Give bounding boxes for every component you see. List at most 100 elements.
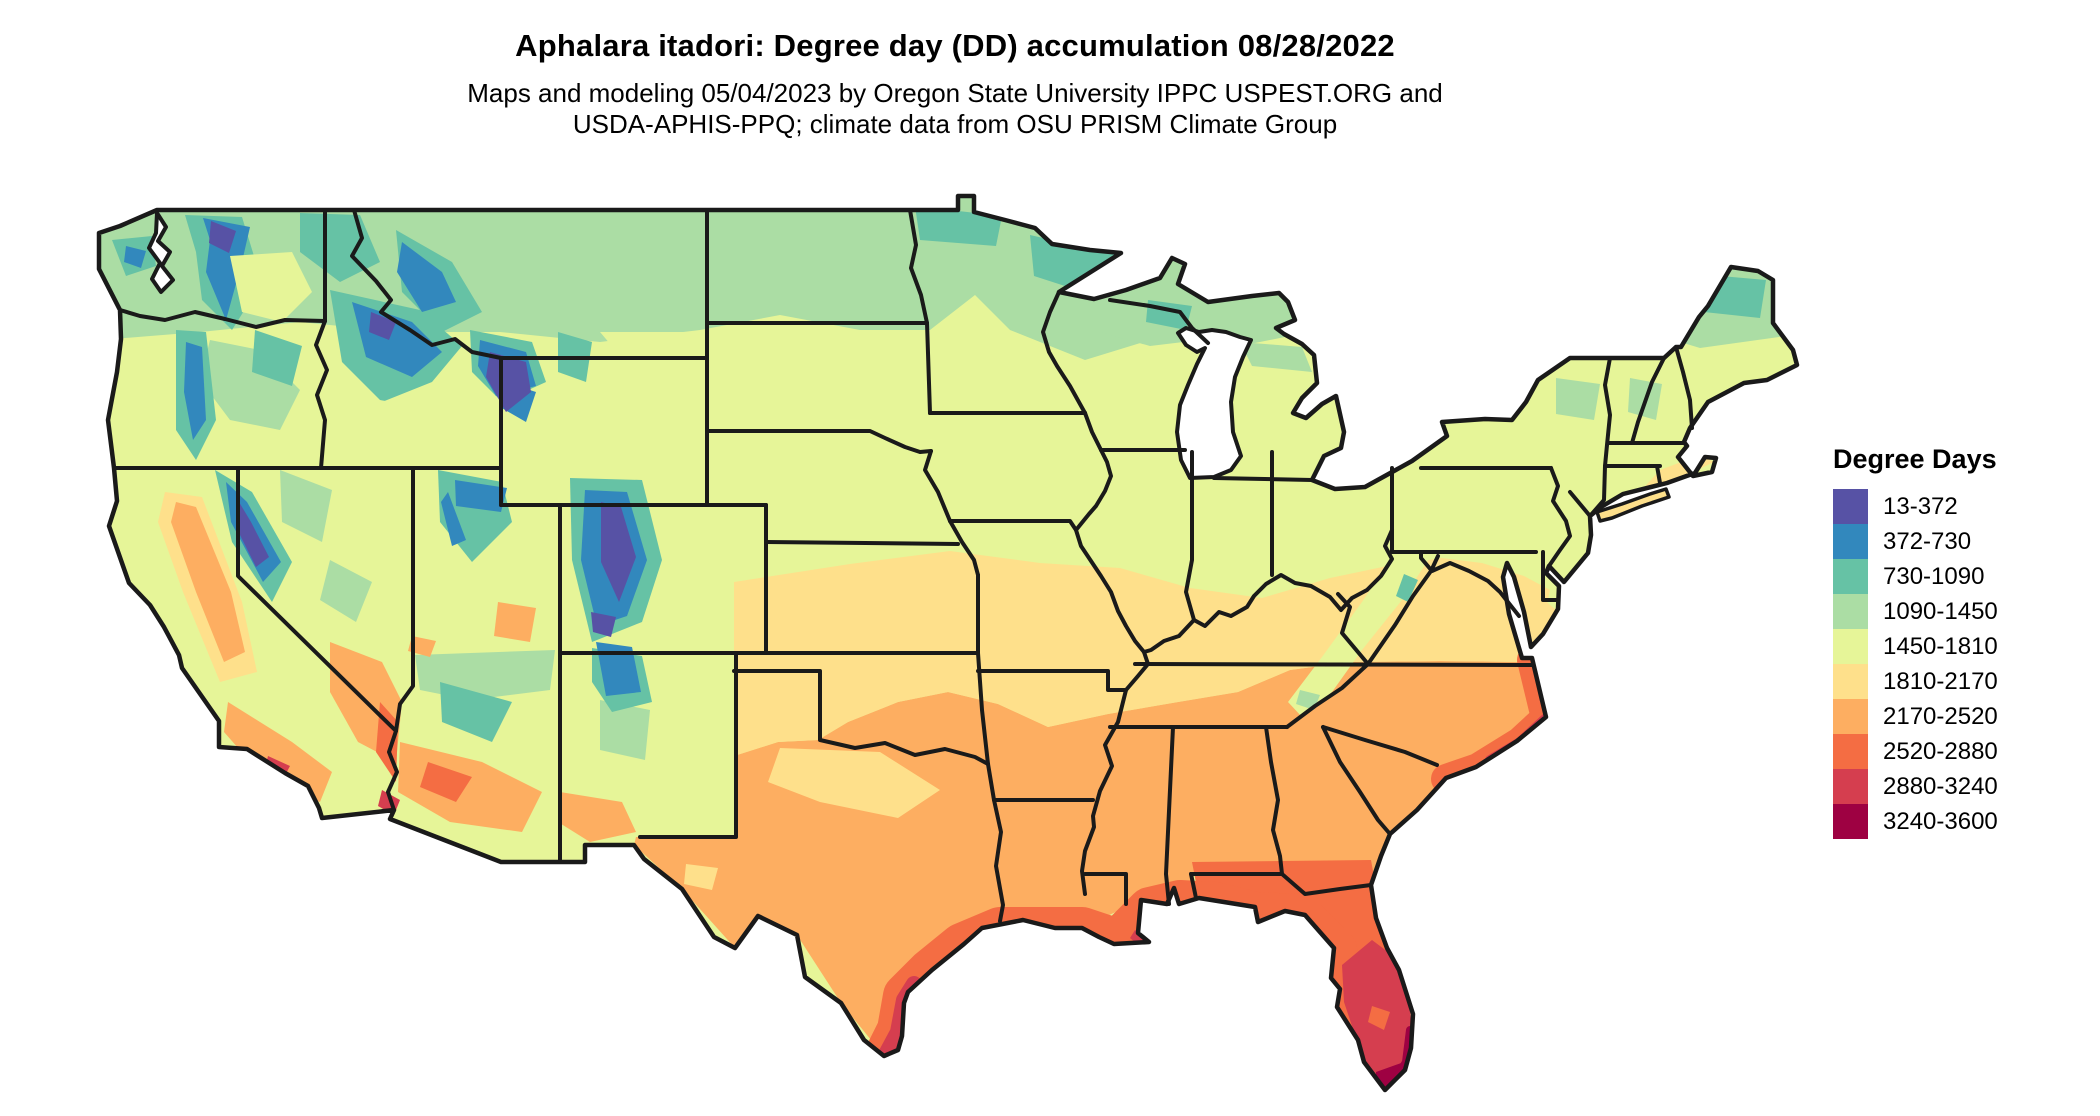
state-border-line bbox=[1285, 662, 1370, 729]
region-patch bbox=[397, 242, 456, 312]
state-border-line bbox=[1142, 528, 1394, 654]
state-border-line bbox=[1264, 725, 1284, 876]
figure-header: Aphalara itadori: Degree day (DD) accumu… bbox=[0, 0, 1910, 140]
region-patch bbox=[369, 312, 396, 340]
legend-label: 1090-1450 bbox=[1883, 597, 1998, 625]
state-border-line bbox=[1674, 345, 1694, 430]
region-patch bbox=[230, 252, 312, 322]
map-color-regions bbox=[99, 196, 1797, 1090]
state-border-line bbox=[1603, 464, 1662, 485]
legend-label: 3240-3600 bbox=[1883, 807, 1998, 835]
region-patch bbox=[915, 206, 1002, 246]
state-border-line bbox=[732, 669, 990, 766]
legend-swatch bbox=[1833, 769, 1868, 804]
state-border-line bbox=[1366, 554, 1440, 666]
state-border-line bbox=[1547, 466, 1572, 568]
legend-item: 2880-3240 bbox=[1833, 769, 2093, 804]
state-border-line bbox=[1083, 872, 1128, 906]
state-borders bbox=[112, 208, 1694, 923]
region-patch bbox=[330, 392, 472, 452]
legend-item: 1810-2170 bbox=[1833, 664, 2093, 699]
state-border-line bbox=[1390, 466, 1538, 554]
state-border-line bbox=[638, 651, 738, 839]
region-patch bbox=[684, 864, 718, 890]
legend-label: 730-1090 bbox=[1883, 562, 1985, 590]
region-patch bbox=[1288, 520, 1440, 717]
region-patch bbox=[768, 748, 940, 818]
region-patch bbox=[591, 612, 616, 637]
region-patch bbox=[486, 352, 531, 412]
region-patch bbox=[200, 340, 300, 430]
legend-swatch bbox=[1833, 664, 1868, 699]
state-border-line bbox=[236, 466, 399, 812]
state-border-line bbox=[1189, 872, 1198, 900]
region-patch bbox=[320, 560, 372, 622]
legend-label: 2520-2880 bbox=[1883, 737, 1998, 765]
state-border-line bbox=[908, 208, 929, 325]
state-border-line bbox=[1630, 356, 1666, 445]
legend-title: Degree Days bbox=[1833, 444, 1997, 474]
state-border-line bbox=[925, 321, 932, 415]
legend-item: 2170-2520 bbox=[1833, 699, 2093, 734]
state-border-line bbox=[976, 669, 1128, 692]
state-border-line bbox=[1568, 490, 1592, 518]
region-patch bbox=[252, 330, 302, 386]
map-legend: Degree Days 13-372 372-730 730-1090 1090… bbox=[1833, 444, 2093, 839]
lake-michigan bbox=[1175, 326, 1253, 480]
state-border-line bbox=[1164, 725, 1175, 906]
legend-item: 372-730 bbox=[1833, 524, 2093, 559]
state-border-line bbox=[1133, 662, 1534, 667]
legend-swatch bbox=[1833, 629, 1868, 664]
region-patch bbox=[1556, 378, 1600, 420]
region-patch bbox=[558, 792, 636, 842]
region-patch bbox=[1525, 592, 1556, 645]
legend-label: 372-730 bbox=[1883, 527, 1972, 555]
legend-item: 730-1090 bbox=[1833, 559, 2093, 594]
region-patch bbox=[440, 682, 512, 742]
legend-swatch bbox=[1833, 559, 1868, 594]
state-border-line bbox=[1108, 298, 1210, 345]
legend-item: 1090-1450 bbox=[1833, 594, 2093, 629]
state-border-line bbox=[1184, 450, 1196, 622]
us-national-outline bbox=[96, 193, 1800, 1093]
state-border-line bbox=[1189, 872, 1373, 896]
legend-swatch bbox=[1833, 594, 1868, 629]
state-border-line bbox=[394, 466, 415, 733]
legend-swatch bbox=[1833, 804, 1868, 839]
legend-item: 13-372 bbox=[1833, 489, 2093, 524]
state-border-line bbox=[1212, 476, 1314, 482]
state-border-line bbox=[314, 319, 329, 470]
long-island bbox=[1595, 487, 1671, 523]
subtitle-line-1: Maps and modeling 05/04/2023 by Oregon S… bbox=[467, 78, 1443, 108]
region-patch bbox=[124, 246, 146, 268]
state-border-line bbox=[923, 449, 952, 523]
region-patch bbox=[600, 332, 707, 358]
state-border-line bbox=[350, 208, 503, 360]
puget-sound bbox=[147, 211, 175, 294]
region-patch bbox=[224, 702, 332, 802]
state-border-line bbox=[948, 519, 980, 577]
state-border-line bbox=[1041, 290, 1087, 415]
region-patch bbox=[1240, 342, 1312, 372]
legend-swatch bbox=[1833, 524, 1868, 559]
state-border-line bbox=[118, 308, 327, 329]
state-border-line bbox=[1336, 592, 1370, 666]
state-border-line bbox=[1080, 650, 1150, 896]
legend-label: 2170-2520 bbox=[1883, 702, 1998, 730]
legend-label: 1450-1810 bbox=[1883, 632, 1998, 660]
legend-label: 13-372 bbox=[1883, 492, 1958, 520]
region-patch bbox=[171, 502, 245, 662]
legend-swatch bbox=[1833, 699, 1868, 734]
region-patch bbox=[1698, 274, 1766, 318]
state-border-line bbox=[948, 519, 1078, 532]
state-border-line bbox=[764, 540, 960, 546]
legend-label: 1810-2170 bbox=[1883, 667, 1998, 695]
subtitle-line-2: USDA-APHIS-PPQ; climate data from OSU PR… bbox=[572, 109, 1338, 139]
region-patch bbox=[280, 470, 332, 542]
region-patch bbox=[184, 342, 206, 440]
region-patch bbox=[600, 700, 650, 760]
region-patch bbox=[441, 492, 466, 546]
state-border-line bbox=[986, 762, 1005, 923]
